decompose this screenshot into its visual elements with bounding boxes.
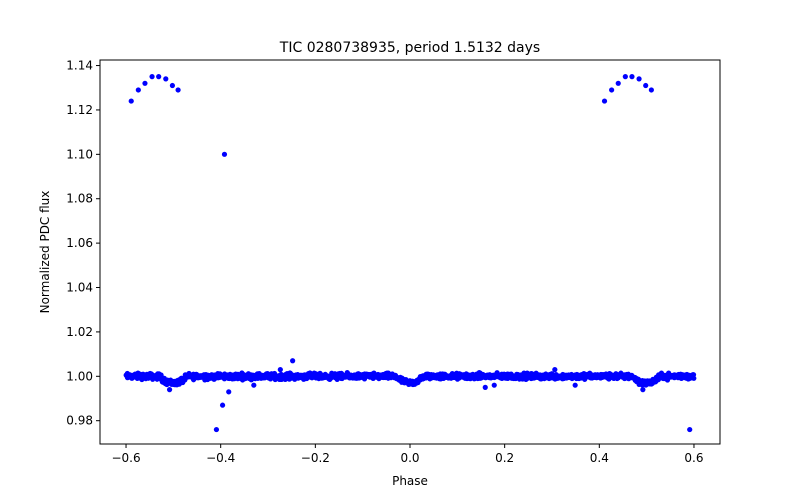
y-tick-label: 1.12 <box>66 103 93 117</box>
y-tick-label: 1.04 <box>66 281 93 295</box>
data-point <box>142 80 148 86</box>
data-point <box>166 387 173 393</box>
data-point <box>552 367 558 373</box>
data-point <box>629 74 635 80</box>
data-point <box>128 98 134 104</box>
x-tick-label: 0.4 <box>590 451 609 465</box>
data-point <box>687 426 693 433</box>
chart-title: TIC 0280738935, period 1.5132 days <box>279 40 540 56</box>
data-point <box>169 82 176 89</box>
data-points <box>123 74 697 433</box>
data-point <box>277 367 283 373</box>
data-point <box>609 87 615 93</box>
data-point <box>149 74 155 80</box>
data-point <box>221 151 228 157</box>
y-tick-label: 1.08 <box>66 192 93 206</box>
x-axis-ticks: −0.6 −0.4 −0.2 0.0 0.2 0.4 0.6 <box>111 444 704 465</box>
data-point <box>226 389 232 395</box>
data-point <box>290 358 296 364</box>
data-point <box>648 87 654 93</box>
data-point <box>156 74 162 80</box>
y-tick-label: 1.02 <box>66 325 93 339</box>
data-point <box>219 402 226 408</box>
y-tick-label: 1.14 <box>66 59 93 73</box>
data-point <box>163 76 169 82</box>
data-point <box>482 384 488 390</box>
baseline-point <box>691 375 697 381</box>
data-point <box>643 82 649 89</box>
y-tick-label: 1.00 <box>66 369 93 383</box>
x-tick-label: −0.6 <box>111 451 140 465</box>
data-point <box>640 387 646 393</box>
x-tick-label: −0.2 <box>301 451 330 465</box>
data-point <box>601 98 608 104</box>
data-point <box>251 382 257 388</box>
y-axis-ticks: 0.98 1.00 1.02 1.04 1.06 1.08 1.10 1.12 1.14 <box>66 59 100 428</box>
data-point <box>491 382 497 388</box>
data-point <box>615 80 621 86</box>
data-point <box>636 76 642 82</box>
data-point <box>213 426 220 433</box>
data-point <box>622 74 628 80</box>
x-tick-label: 0.0 <box>400 451 419 465</box>
data-point <box>175 87 181 93</box>
y-tick-label: 1.10 <box>66 147 93 161</box>
y-axis-label: Normalized PDC flux <box>38 191 52 314</box>
x-axis-label: Phase <box>392 474 428 488</box>
y-tick-label: 0.98 <box>66 414 93 428</box>
x-tick-label: 0.6 <box>684 451 703 465</box>
plot-frame <box>99 59 721 445</box>
y-tick-label: 1.06 <box>66 236 93 250</box>
data-point <box>135 87 141 93</box>
x-tick-label: −0.4 <box>206 451 235 465</box>
x-tick-label: 0.2 <box>495 451 514 465</box>
data-point <box>572 382 578 388</box>
